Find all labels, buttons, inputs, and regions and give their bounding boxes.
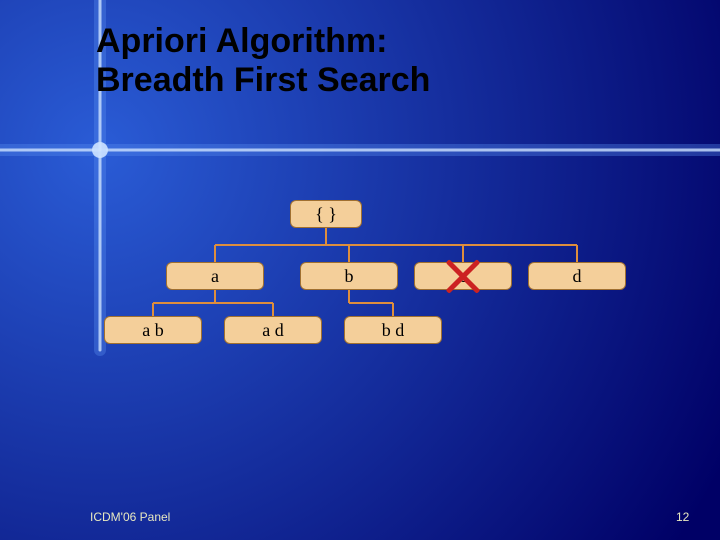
title-line-2: Breadth First Search	[96, 61, 430, 99]
page-number: 12	[676, 510, 689, 524]
tree-node-a: a	[166, 262, 264, 290]
tree-node-root: { }	[290, 200, 362, 228]
tree-node-ab: a b	[104, 316, 202, 344]
tree-node-d: d	[528, 262, 626, 290]
slide: Apriori Algorithm: Breadth First Search …	[0, 0, 720, 540]
tree-node-bd: b d	[344, 316, 442, 344]
title-line-1: Apriori Algorithm:	[96, 22, 388, 60]
slide-title: Apriori Algorithm: Breadth First Search	[96, 22, 430, 100]
tree-node-ad: a d	[224, 316, 322, 344]
footer-left: ICDM'06 Panel	[90, 510, 170, 524]
tree-node-b: b	[300, 262, 398, 290]
